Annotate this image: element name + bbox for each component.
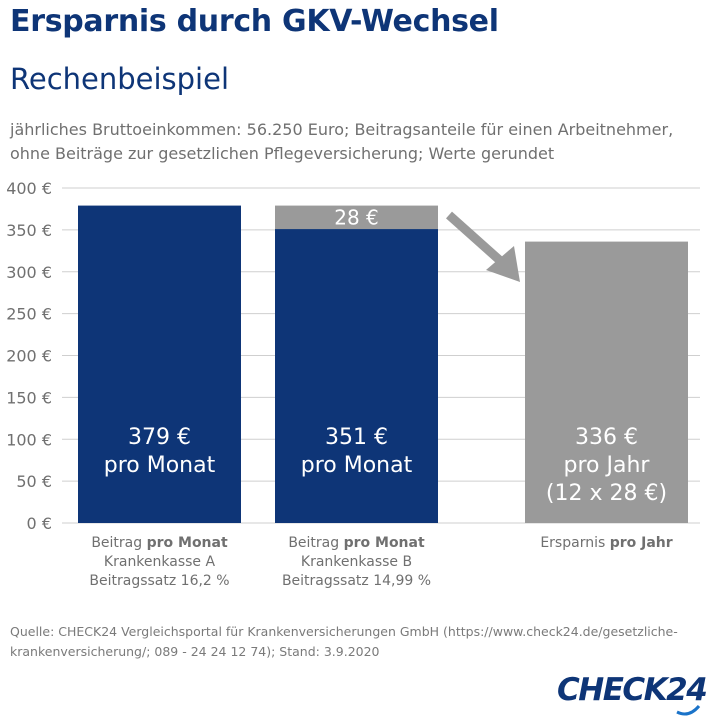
arrow-head-icon bbox=[486, 246, 520, 282]
source-line-1: Quelle: CHECK24 Vergleichsportal für Kra… bbox=[10, 624, 678, 639]
stack-value-label: 28 € bbox=[334, 205, 379, 229]
y-tick-label: 400 € bbox=[6, 179, 52, 198]
bar-value-label: pro Monat bbox=[104, 453, 216, 478]
category-label: Krankenkasse B bbox=[301, 554, 412, 570]
arrow-shaft bbox=[446, 211, 508, 269]
bar-value-label: pro Monat bbox=[301, 453, 413, 478]
bar bbox=[275, 229, 438, 523]
bar-stack-segment bbox=[275, 205, 438, 230]
y-tick-label: 0 € bbox=[27, 514, 52, 533]
bar bbox=[525, 241, 688, 523]
category-label: Ersparnis pro Jahr bbox=[540, 535, 672, 551]
y-tick-label: 350 € bbox=[6, 221, 52, 240]
category-label: Krankenkasse A bbox=[104, 554, 216, 570]
logo-swoosh-icon bbox=[676, 705, 701, 716]
y-tick-label: 250 € bbox=[6, 305, 52, 324]
bar bbox=[78, 205, 241, 523]
y-tick-label: 300 € bbox=[6, 263, 52, 282]
source-line-2: krankenversicherung/; 089 - 24 24 12 74)… bbox=[10, 644, 380, 659]
y-tick-label: 150 € bbox=[6, 388, 52, 407]
source-note: Quelle: CHECK24 Vergleichsportal für Kra… bbox=[10, 622, 678, 662]
category-label: Beitrag pro Monat bbox=[91, 535, 228, 551]
bar-value-label: 336 € bbox=[575, 425, 638, 450]
description-line-1: jährliches Bruttoeinkommen: 56.250 Euro;… bbox=[10, 120, 674, 139]
bar-value-label: 351 € bbox=[325, 425, 388, 450]
y-tick-label: 100 € bbox=[6, 430, 52, 449]
category-label: Beitrag pro Monat bbox=[288, 535, 425, 551]
chart-subtitle: Rechenbeispiel bbox=[10, 62, 230, 96]
y-tick-label: 50 € bbox=[16, 472, 52, 491]
chart-title: Ersparnis durch GKV-Wechsel bbox=[10, 4, 499, 39]
bar-chart: 0 € 50 € 100 € 150 € 200 € 250 € 300 € 350 € 400… bbox=[6, 179, 700, 589]
check24-logo: CHECK24 bbox=[557, 672, 708, 716]
y-tick-label: 200 € bbox=[6, 347, 52, 366]
bar-value-label: (12 x 28 €) bbox=[546, 481, 667, 506]
bar-value-label: pro Jahr bbox=[564, 453, 651, 478]
logo-text: CHECK24 bbox=[557, 672, 708, 708]
category-label: Beitragssatz 16,2 % bbox=[89, 573, 229, 589]
chart-description: jährliches Bruttoeinkommen: 56.250 Euro;… bbox=[10, 118, 710, 166]
bar-value-label: 379 € bbox=[128, 425, 191, 450]
description-line-2: ohne Beiträge zur gesetzlichen Pflegever… bbox=[10, 144, 555, 163]
category-label: Beitragssatz 14,99 % bbox=[282, 573, 431, 589]
